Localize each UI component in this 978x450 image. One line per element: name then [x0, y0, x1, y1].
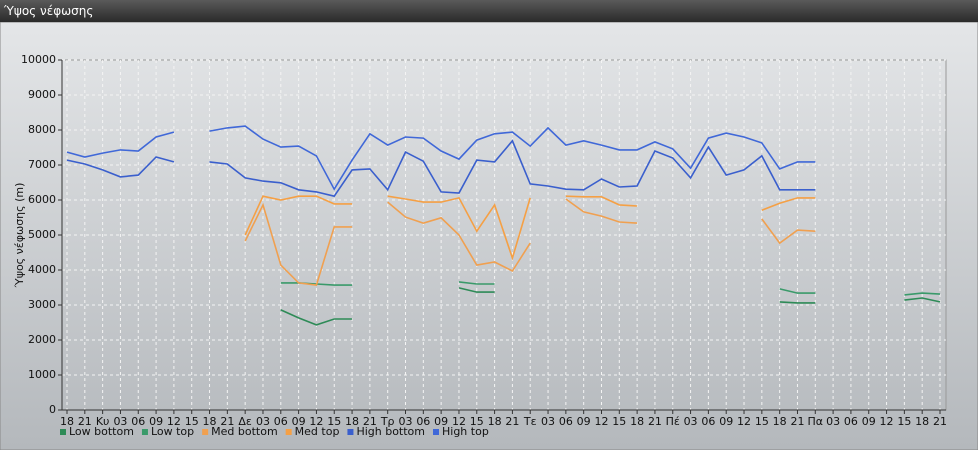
x-tick-label: 09: [292, 415, 306, 428]
x-tick-label: 21: [363, 415, 377, 428]
y-tick-label: 10000: [21, 53, 56, 66]
x-tick-label: 09: [862, 415, 876, 428]
legend-label: Low bottom: [69, 425, 134, 438]
series-line: [66, 125, 816, 191]
legend-marker: [433, 429, 439, 435]
x-tick-label: 06: [844, 415, 858, 428]
y-tick-label: 0: [49, 403, 56, 416]
x-tick-label: 06: [131, 415, 145, 428]
x-tick-label: 21: [78, 415, 92, 428]
x-tick-label: 12: [167, 415, 181, 428]
x-tick-label: 03: [399, 415, 413, 428]
x-tick-label: 03: [826, 415, 840, 428]
x-tick-label: 18: [488, 415, 502, 428]
x-tick-label: 15: [755, 415, 769, 428]
legend-marker: [60, 429, 66, 435]
window-title: Ύψος νέφωσης: [4, 4, 94, 18]
series-line: [66, 139, 816, 198]
x-tick-label: 18: [60, 415, 74, 428]
legend-marker: [347, 429, 354, 435]
y-tick-label: 4000: [28, 263, 56, 276]
x-tick-label: 21: [648, 415, 662, 428]
x-tick-label: 06: [274, 415, 288, 428]
x-tick-label: 21: [505, 415, 519, 428]
y-tick-label: 3000: [28, 298, 56, 311]
x-tick-label: 21: [933, 415, 947, 428]
x-tick-label: Πα: [808, 415, 824, 428]
y-tick-label: 9000: [28, 88, 56, 101]
x-tick-label: 18: [915, 415, 929, 428]
legend-label: Med top: [295, 425, 340, 438]
legend-label: Med bottom: [211, 425, 278, 438]
x-tick-label: 18: [203, 415, 217, 428]
title-bar: Ύψος νέφωσης: [0, 0, 978, 22]
x-tick-label: 21: [220, 415, 234, 428]
x-tick-label: 06: [701, 415, 715, 428]
x-tick-label: 03: [113, 415, 127, 428]
series-line: [244, 198, 816, 286]
x-tick-label: 12: [594, 415, 608, 428]
legend-marker: [141, 429, 148, 435]
x-tick-label: Δε: [238, 415, 252, 428]
x-tick-label: 12: [452, 415, 466, 428]
x-tick-label: Τρ: [380, 415, 395, 428]
legend-label: Low top: [151, 425, 194, 438]
x-tick-label: 12: [309, 415, 323, 428]
x-tick-label: Πέ: [666, 415, 680, 428]
x-tick-label: Τε: [523, 415, 537, 428]
x-tick-label: 12: [880, 415, 894, 428]
y-tick-label: 1000: [28, 368, 56, 381]
y-tick-label: 5000: [28, 228, 56, 241]
x-tick-label: 06: [416, 415, 430, 428]
x-tick-label: Κυ: [96, 415, 110, 428]
chart-background: [0, 22, 978, 450]
x-tick-label: 09: [577, 415, 591, 428]
x-tick-label: 15: [185, 415, 199, 428]
x-tick-label: 03: [684, 415, 698, 428]
y-tick-label: 2000: [28, 333, 56, 346]
y-tick-label: 6000: [28, 193, 56, 206]
y-tick-label: 7000: [28, 158, 56, 171]
x-tick-label: 18: [345, 415, 359, 428]
x-tick-label: 15: [470, 415, 484, 428]
x-tick-label: 09: [434, 415, 448, 428]
x-tick-label: 18: [630, 415, 644, 428]
legend-marker: [285, 429, 292, 435]
y-axis-label: Ύψος νέφωσης (m): [13, 183, 26, 289]
x-tick-label: 15: [612, 415, 626, 428]
y-tick-label: 8000: [28, 123, 56, 136]
x-tick-label: 03: [256, 415, 270, 428]
x-tick-label: 15: [327, 415, 341, 428]
series-line: [244, 195, 816, 261]
x-tick-label: 21: [790, 415, 804, 428]
x-tick-label: 03: [541, 415, 555, 428]
legend-marker: [202, 429, 209, 435]
x-tick-label: 18: [773, 415, 787, 428]
x-tick-label: 12: [737, 415, 751, 428]
legend-label: High top: [442, 425, 489, 438]
chart: Ύψος νέφωσης (m) 0 1000 2000 3000 4000 5000 60…: [0, 22, 978, 450]
legend-label: High bottom: [356, 425, 425, 438]
x-tick-label: 15: [897, 415, 911, 428]
series-line: [280, 287, 941, 326]
x-tick-label: 06: [559, 415, 573, 428]
x-tick-label: 09: [149, 415, 163, 428]
x-tick-label: 09: [719, 415, 733, 428]
